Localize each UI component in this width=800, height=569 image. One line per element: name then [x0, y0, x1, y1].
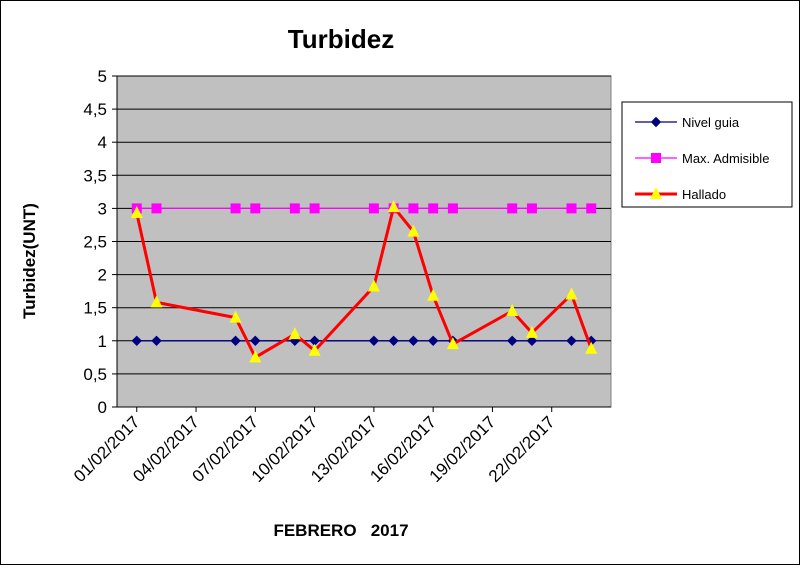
data-point	[250, 203, 261, 214]
y-tick-label: 0	[98, 398, 107, 417]
legend-label: Nivel guia	[682, 115, 740, 130]
data-point	[585, 341, 598, 354]
legend: Nivel guia Max. Admisible Hallado	[621, 101, 793, 208]
data-point	[131, 335, 142, 347]
data-point	[288, 327, 301, 340]
y-tick-label: 1	[98, 332, 107, 351]
data-point	[249, 350, 262, 363]
legend-label: Hallado	[682, 187, 726, 202]
data-point	[309, 203, 320, 214]
data-point	[526, 335, 538, 347]
data-point	[368, 335, 380, 347]
y-tick-label: 2,5	[83, 233, 107, 252]
data-point	[130, 206, 143, 219]
data-point	[428, 203, 439, 214]
data-point	[151, 203, 162, 214]
data-point	[586, 203, 597, 214]
data-point	[446, 337, 459, 350]
axes	[112, 75, 611, 412]
y-axis-title: Turbidez(UNT)	[20, 203, 39, 319]
y-tick-label: 1,5	[83, 299, 107, 318]
y-tick-label: 4	[98, 133, 107, 152]
y-tick-label: 4,5	[83, 100, 107, 119]
data-point	[525, 325, 538, 338]
data-point	[250, 335, 261, 347]
data-point	[506, 304, 519, 317]
data-point	[387, 200, 400, 213]
data-point	[151, 335, 162, 347]
data-point	[230, 335, 241, 347]
data-point	[230, 203, 241, 214]
data-point	[150, 295, 163, 308]
y-tick-label: 2	[98, 266, 107, 285]
chart-title: Turbidez	[288, 24, 394, 54]
data-point	[427, 288, 440, 301]
y-tick-labels: 0 0,5 1 1,5 2 2,5 3 3,5 4 4,5 5	[83, 67, 107, 417]
data-point	[407, 224, 420, 237]
x-tick-labels: 01/02/201704/02/201707/02/201710/02/2017…	[70, 412, 559, 486]
data-point	[289, 203, 300, 214]
legend-label: Max. Admisible	[682, 151, 769, 166]
data-point	[526, 203, 537, 214]
data-point	[368, 203, 379, 214]
data-point	[229, 310, 242, 323]
data-point	[507, 203, 518, 214]
y-tick-label: 5	[98, 67, 107, 86]
y-tick-label: 3	[98, 199, 107, 218]
y-tick-label: 3,5	[83, 166, 107, 185]
data-point	[367, 279, 380, 292]
data-point	[566, 203, 577, 214]
data-point	[388, 335, 399, 347]
series-hallado	[130, 200, 598, 363]
data-point	[565, 287, 578, 300]
legend-marker	[650, 187, 662, 199]
series-group	[130, 200, 598, 363]
data-point	[408, 203, 419, 214]
data-point	[408, 335, 419, 347]
legend-marker	[650, 116, 662, 128]
legend-marker	[651, 153, 661, 163]
data-point	[506, 335, 518, 347]
data-point	[566, 335, 577, 347]
data-point	[447, 203, 458, 214]
x-axis-title: FEBRERO 2017	[273, 521, 408, 540]
data-point	[308, 343, 321, 356]
y-tick-label: 0,5	[83, 365, 107, 384]
legend-box	[621, 101, 793, 208]
data-point	[427, 335, 439, 347]
